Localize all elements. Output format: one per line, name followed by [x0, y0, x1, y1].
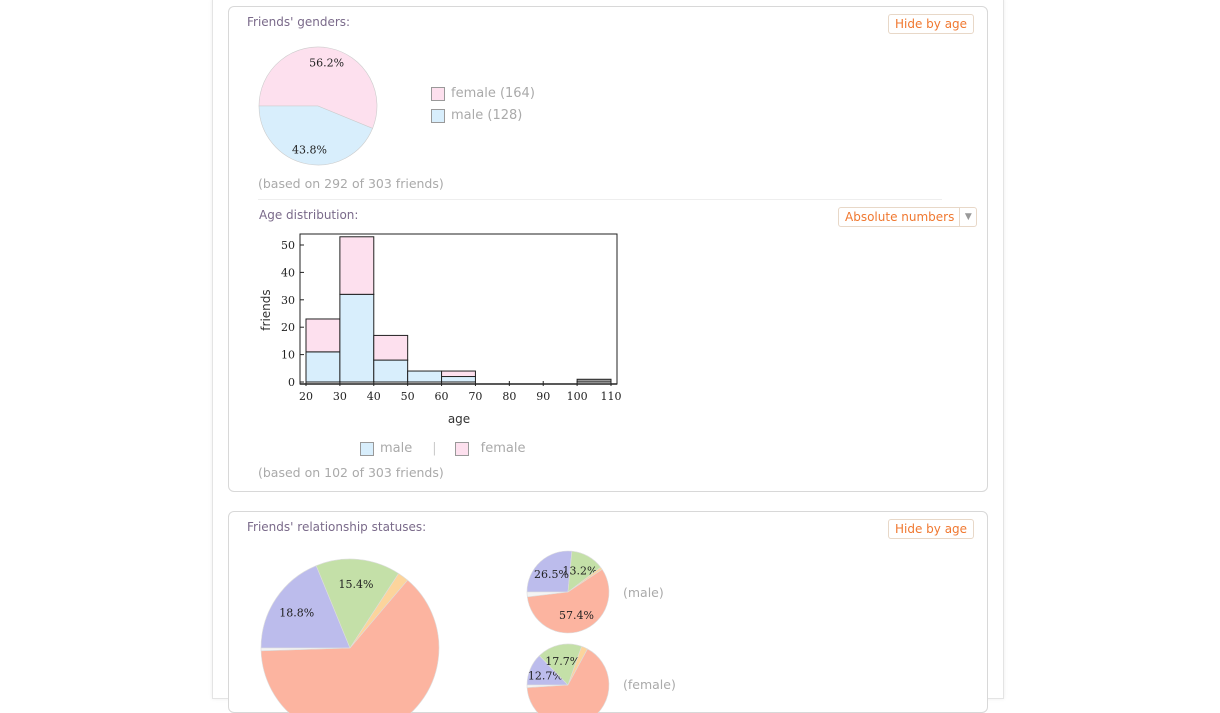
x-tick-label: 80	[502, 390, 516, 403]
legend-label: female	[480, 441, 526, 456]
pie-slice-blue	[526, 550, 573, 593]
y-tick-label: 10	[281, 349, 295, 362]
divider	[258, 199, 942, 200]
x-tick-label: 20	[299, 390, 313, 403]
y-tick-label: 30	[281, 294, 295, 307]
pie-slice-white	[260, 647, 351, 652]
pie-label: 18.8%	[279, 606, 314, 619]
female-swatch	[431, 86, 445, 101]
y-tick-label: 50	[281, 239, 295, 252]
pie-slice-male	[258, 105, 373, 166]
hide-by-age-button[interactable]: Hide by age	[888, 14, 975, 34]
pie-slice-salmon	[526, 568, 610, 634]
x-tick-label: 60	[435, 390, 449, 403]
legend-female: female (164)	[431, 86, 535, 101]
x-tick-label: 50	[401, 390, 415, 403]
x-tick-label: 100	[567, 390, 588, 403]
legend-label: male	[380, 441, 413, 456]
age-title: Age distribution:	[259, 208, 359, 222]
pie-label: 43.8%	[292, 143, 327, 156]
bar-unknown	[576, 378, 612, 383]
x-tick-label: 110	[601, 390, 622, 403]
bar-female	[305, 318, 341, 353]
pie-label: 56.2%	[309, 57, 344, 70]
pie-slice-female	[258, 46, 378, 129]
pie-slice-green	[538, 643, 583, 686]
female-swatch	[454, 441, 469, 456]
pie-label: 57.4%	[559, 609, 594, 622]
bar-male	[407, 370, 443, 383]
pie-label: 13.2%	[563, 565, 598, 578]
x-tick-label: 70	[468, 390, 482, 403]
bar-male	[339, 293, 375, 383]
y-tick-label: 40	[281, 266, 295, 279]
bar-female	[441, 370, 476, 378]
bar-male	[441, 376, 476, 383]
male-swatch	[431, 108, 445, 123]
relationship-title: Friends' relationship statuses:	[247, 520, 427, 534]
pie-label: 15.4%	[339, 578, 374, 591]
y-axis-label: friends	[259, 289, 273, 330]
male-pie-label: (male)	[623, 585, 664, 600]
pie-slice-blue	[260, 565, 351, 649]
x-axis-label: age	[448, 412, 470, 426]
charts-layer: 56.2% 43.8% 18.8% 15.4% 26.5%13.2% 57.4% 12.7%…	[258, 46, 622, 713]
x-tick-label: 30	[333, 390, 347, 403]
bar-female	[373, 334, 409, 361]
age-legend: male | female	[360, 441, 525, 456]
genders-based-on: (based on 292 of 303 friends)	[258, 176, 444, 191]
pie-label: 26.5%	[534, 568, 569, 581]
pie-slice-white	[526, 591, 569, 598]
pie-label: 17.7%	[545, 655, 580, 668]
y-tick-label: 20	[281, 321, 295, 334]
legend-label: female (164)	[451, 86, 535, 101]
mode-select[interactable]: Absolute numbers ▼	[838, 207, 978, 227]
x-tick-label: 40	[367, 390, 381, 403]
x-tick-label: 90	[536, 390, 550, 403]
legend-separator: |	[432, 441, 437, 456]
bar-male	[305, 351, 341, 383]
male-swatch	[360, 441, 374, 456]
pie-label: 12.7%	[528, 669, 563, 682]
hide-by-age-button-2[interactable]: Hide by age	[888, 519, 975, 539]
age-based-on: (based on 102 of 303 friends)	[258, 465, 444, 480]
bar-male	[373, 359, 409, 383]
bar-female	[339, 236, 375, 295]
y-tick-label: 0	[288, 376, 295, 389]
genders-title: Friends' genders:	[247, 15, 351, 29]
mode-select-value: Absolute numbers	[845, 210, 955, 224]
pie-slice-green	[315, 558, 400, 649]
legend-male: male (128)	[431, 108, 522, 123]
legend-label: male (128)	[451, 108, 523, 123]
chevron-down-icon: ▼	[959, 208, 976, 226]
